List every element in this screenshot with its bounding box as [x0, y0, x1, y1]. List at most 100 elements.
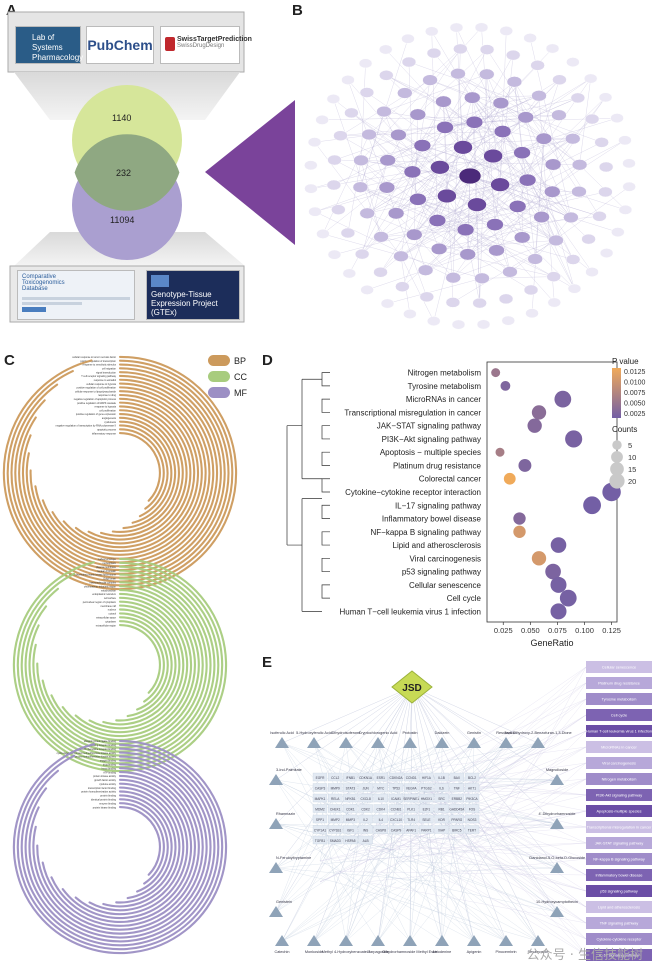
gene-label: JUN — [362, 786, 369, 790]
go-bar — [14, 367, 226, 579]
gene-nodes: EGFR CCL2 IFNB1 CDKN1A ESR1 CDKN2A CCND1 HIF1A I… — [312, 772, 480, 845]
go-bar — [24, 569, 216, 761]
gene-label: ESR1 — [377, 776, 386, 780]
compound-node: Sesamoside — [528, 935, 548, 954]
go-term-label: protein kinase binding — [93, 806, 117, 809]
pathway-label: MicroRNAs in cancer — [406, 395, 481, 404]
gene-label: HSPA5 — [345, 839, 355, 843]
gene-label: MMP3 — [346, 818, 355, 822]
gene-label: GADD45A — [449, 807, 465, 811]
go-bar — [74, 401, 192, 545]
go-term-label: extracellular space — [96, 616, 117, 619]
pathway-box — [586, 725, 652, 737]
gene-label: CYP1B1 — [329, 828, 341, 832]
go-term-label: negative regulation of transcription by … — [56, 425, 117, 428]
go-term-label: Golgi lumen — [103, 578, 116, 581]
go-term-label: cytosol — [109, 613, 117, 616]
go-bar — [118, 802, 165, 885]
go-term-label: cyclin-dependent protein serine/threonin… — [57, 752, 117, 755]
go-bar — [20, 565, 220, 765]
gene-label: CDK4 — [377, 807, 386, 811]
legend-cc: CC — [208, 371, 247, 382]
dot — [503, 472, 516, 485]
gene-label: SELE — [422, 818, 430, 822]
pathway-name: TNF signaling pathway — [600, 922, 639, 926]
go-bar — [102, 786, 181, 908]
compound-node: Monkoside — [305, 935, 323, 954]
pathway-name: Transcriptional misregulation in cancer — [587, 826, 653, 830]
go-term-label: extracellular region — [96, 624, 117, 627]
compound-label: Cianidanol-5-O-beta-D-Glucoside — [529, 856, 585, 860]
gene-label: BAX — [454, 776, 461, 780]
compound-label: Genistin — [467, 731, 481, 735]
go-term-label: positive regulation of gene expression — [76, 413, 117, 416]
e-edges — [275, 666, 587, 956]
dot — [565, 430, 583, 448]
go-term-label: identical protein binding — [91, 798, 117, 801]
gene-label: IL6 — [439, 786, 444, 790]
compound-label: Protostin — [403, 731, 418, 735]
pathway-label: PI3K−Akt signaling pathway — [382, 435, 481, 444]
venn-count-top: 1140 — [112, 113, 132, 123]
compound-node: Methyl 4-Hydroxybenzoate-2 — [322, 935, 370, 954]
go-term-label: nucleoplasm — [103, 562, 116, 565]
go-legend: BP CC MF — [208, 355, 247, 398]
compound-label: Daidzein — [435, 731, 450, 735]
pathway-nodes: Cellular senescence Platinum drug resista… — [586, 661, 652, 961]
go-bar — [111, 412, 180, 533]
swiss-target-icon — [165, 37, 175, 51]
gene-label: KDR — [438, 818, 445, 822]
pathway-name: Viral carcinogenesis — [602, 762, 636, 766]
pathway-box — [586, 661, 652, 673]
x-tick-label: 0.050 — [521, 626, 540, 635]
pathway-box — [586, 677, 652, 689]
gene-label: PIK3CA — [466, 797, 478, 801]
compound-node: Apigenin — [467, 935, 481, 954]
venn-count-bottom: 11094 — [110, 215, 135, 225]
pathway-box — [586, 917, 652, 929]
gene-label: NOS3 — [468, 818, 477, 822]
counts-legend-dot — [609, 473, 625, 489]
go-term-label: cell proliferation — [99, 409, 116, 412]
pathway-label: p53 signaling pathway — [402, 568, 481, 577]
gene-label: HMOX1 — [421, 797, 433, 801]
p-legend-title: P value — [612, 357, 639, 366]
dot — [513, 512, 526, 525]
go-bar — [50, 770, 196, 924]
go-term-label: CXCR chemokine receptor binding — [79, 748, 116, 751]
gene-label: SPP1 — [316, 818, 324, 822]
gene-label: PARP1 — [421, 828, 431, 832]
go-bar — [118, 416, 177, 530]
gene-label: IL4 — [379, 818, 384, 822]
panel-label-c: C — [4, 352, 15, 369]
pathway-name: PI3K-Akt signaling pathway — [596, 794, 642, 798]
pathway-label: Lipid and atherosclerosis — [393, 541, 482, 550]
counts-legend-dot — [610, 462, 624, 476]
gene-label: ALB — [363, 839, 369, 843]
panel-label-e: E — [262, 654, 273, 671]
go-bar — [88, 782, 185, 912]
go-term-label: endoplasmic reticulum — [92, 593, 116, 596]
compound-label: 5-Hydroxyferulic Acid — [296, 731, 332, 735]
compound-node: Resveratrol — [496, 731, 516, 748]
legend-mf: MF — [208, 387, 247, 398]
x-tick-label: 0.125 — [602, 626, 621, 635]
venn-count-overlap: 232 — [116, 168, 132, 178]
gene-label: CHEK1 — [330, 807, 341, 811]
dot — [495, 447, 505, 457]
pathway-name: Apoptosis-multiple species — [597, 810, 642, 814]
go-bar — [62, 397, 196, 549]
compound-node: Dihydrorhamnoside Methyl Ester — [382, 935, 438, 954]
compound-node: Dihydroisoferone — [332, 731, 360, 748]
go-bar — [118, 620, 165, 703]
counts-legend-title: Counts — [612, 425, 637, 434]
go-bar — [28, 755, 212, 939]
ctd-screenshot: Comparative Toxicogenomics Database — [17, 270, 135, 320]
pathway-label: Cell cycle — [447, 594, 482, 603]
go-term-label: signaling receptor binding — [89, 744, 117, 747]
counts-legend-label: 20 — [628, 477, 636, 486]
pathway-label: JAK−STAT signaling pathway — [377, 422, 481, 431]
watermark: 公众号 · 生信技能树 — [526, 948, 643, 963]
go-bar — [36, 763, 204, 931]
